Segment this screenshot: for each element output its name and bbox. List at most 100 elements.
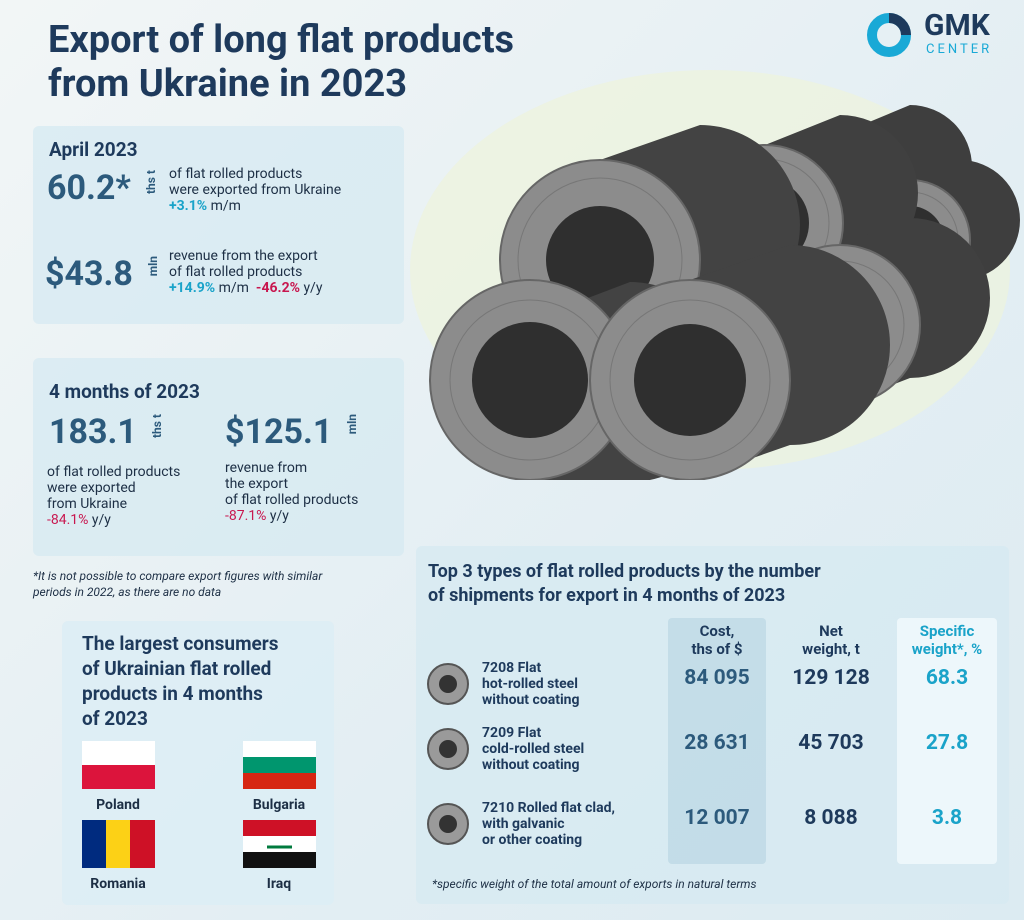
consumers-title: The largest consumers of Ukrainian flat … (82, 631, 279, 731)
coil (589, 245, 890, 480)
title-line: of 2023 (82, 707, 148, 730)
share-column-bg (897, 618, 997, 864)
value: 60.2* (47, 168, 131, 208)
weight-cell: 129 128 (792, 666, 870, 690)
product-icon (427, 663, 469, 705)
logo-main: GMK (924, 8, 990, 43)
title-line: Top 3 types of flat rolled products by t… (428, 561, 821, 582)
name-line: 7210 Rolled flat clad, (482, 800, 615, 816)
flag-bulgaria (243, 741, 316, 789)
note: *It is not possible to compare export fi… (33, 568, 322, 600)
change: +3.1% (169, 198, 208, 214)
text-line: from Ukraine (47, 496, 128, 512)
note-line: *It is not possible to compare export fi… (33, 569, 323, 583)
note-line: periods in 2022, as there are no data (33, 585, 222, 599)
name-line: or other coating (482, 832, 583, 848)
april-panel: April 2023 60.2* ths t of flat rolled pro… (33, 126, 404, 324)
change: -87.1% (225, 508, 267, 524)
country: Romania (90, 876, 146, 892)
share-cell: 3.8 (931, 806, 963, 830)
name-line: without coating (482, 692, 580, 708)
value: $43.8 (45, 254, 133, 294)
title-line: The largest consumers (82, 632, 279, 655)
logo-sub: CENTER (926, 42, 993, 57)
title-line: of Ukrainian flat rolled (82, 657, 272, 680)
period: m/m (210, 198, 241, 214)
change: +14.9% (169, 280, 216, 296)
stat-value: 183.1 ths t (49, 414, 175, 450)
header-line: Net (819, 622, 843, 640)
value: $125.1 (225, 412, 333, 452)
name-line: hot-rolled steel (482, 676, 578, 692)
panel-heading: 4 months of 2023 (49, 380, 200, 403)
stat-value: 60.2* ths t (47, 170, 169, 206)
period: m/m (218, 280, 249, 296)
stat-text: revenue from the export of flat rolled p… (225, 460, 358, 524)
text-line: of flat rolled products (47, 464, 181, 480)
stat-text: of flat rolled products were exported fr… (169, 166, 341, 214)
unit: mln (345, 414, 360, 435)
text-line: of flat rolled products (169, 166, 303, 182)
period: y/y (303, 280, 323, 296)
title-line: products in 4 months (82, 682, 263, 705)
country: Iraq (266, 876, 292, 892)
stat-value: $125.1 mln (225, 414, 370, 450)
table-title: Top 3 types of flat rolled products by t… (428, 560, 821, 608)
change: -46.2% (255, 280, 300, 296)
product-icon (427, 728, 469, 770)
text-line: of flat rolled products (169, 264, 303, 280)
header-line: ths of $ (691, 640, 743, 658)
text-line: of flat rolled products (225, 492, 359, 508)
flag-poland (82, 741, 155, 789)
text-line: were exported from Ukraine (169, 182, 342, 198)
column-header: Cost, ths of $ (668, 622, 766, 658)
product-icon (427, 803, 469, 845)
cost-cell: 28 631 (684, 731, 750, 755)
table-footnote: *specific weight of the total amount of … (432, 877, 757, 891)
flag-iraq (243, 820, 316, 868)
period: y/y (91, 512, 111, 528)
table-panel: Top 3 types of flat rolled products by t… (416, 546, 1009, 904)
header-line: weight*, % (911, 640, 983, 658)
text-line: were exported (47, 480, 136, 496)
country: Poland (96, 797, 140, 813)
title-line: Export of long flat products (48, 18, 515, 62)
name-line: with galvanic (482, 816, 565, 832)
logo-icon (867, 13, 911, 57)
product-name: 7209 Flat cold-rolled steel without coatin… (482, 725, 584, 773)
four-months-panel: 4 months of 2023 183.1 ths t of flat roll… (33, 358, 404, 556)
unit: mln (145, 256, 160, 277)
name-line: cold-rolled steel (482, 741, 585, 757)
header-line: weight, t (802, 640, 860, 658)
unit: ths t (143, 170, 158, 194)
name-line: 7208 Flat (482, 660, 542, 676)
text-line: revenue from (225, 460, 308, 476)
column-header: Specific weight*, % (897, 622, 997, 658)
title-line: from Ukraine in 2023 (48, 62, 408, 106)
cost-cell: 12 007 (684, 806, 750, 830)
column-header: Net weight, t (781, 622, 881, 658)
panel-heading: April 2023 (49, 138, 138, 161)
value: 183.1 (49, 412, 137, 452)
weight-cell: 8 088 (804, 806, 858, 830)
header-line: Specific (919, 622, 975, 640)
period: y/y (269, 508, 289, 524)
cost-column-bg (668, 618, 766, 864)
cost-cell: 84 095 (684, 666, 750, 690)
name-line: 7209 Flat (482, 725, 542, 741)
change: -84.1% (47, 512, 89, 528)
weight-cell: 45 703 (798, 731, 864, 755)
steel-coils (410, 70, 1020, 480)
header-line: Cost, (699, 622, 735, 640)
country: Bulgaria (252, 797, 306, 813)
share-cell: 68.3 (925, 666, 969, 690)
stat-text: of flat rolled products were exported fr… (47, 464, 180, 528)
flag-romania (82, 820, 155, 868)
name-line: without coating (482, 757, 580, 773)
text-line: revenue from the export (169, 248, 318, 264)
stat-value: $43.8 mln (45, 256, 171, 292)
title-line: of shipments for export in 4 months of 2… (428, 585, 786, 606)
text-line: the export (225, 476, 289, 492)
